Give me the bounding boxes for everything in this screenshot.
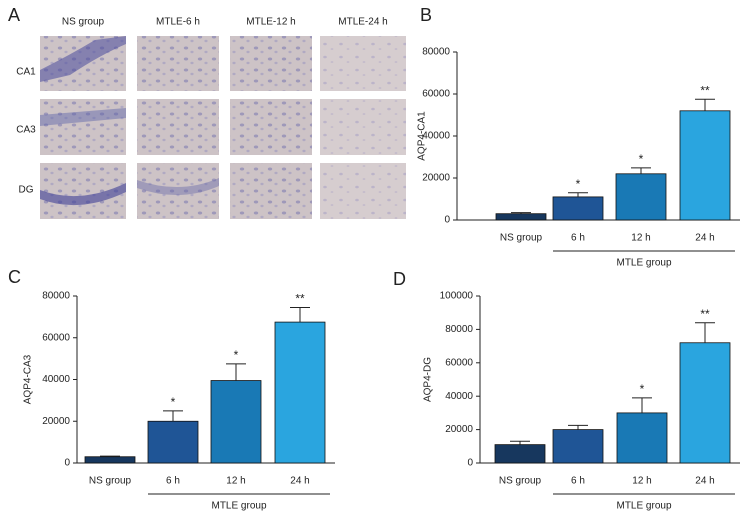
micrograph bbox=[137, 36, 219, 91]
panel-letter: A bbox=[8, 5, 20, 25]
column-header: NS group bbox=[62, 17, 105, 28]
x-tick-label: 24 h bbox=[290, 476, 309, 487]
panel-letter: C bbox=[8, 267, 21, 287]
bar bbox=[494, 444, 546, 464]
significance-marker: ** bbox=[295, 292, 305, 306]
x-tick-label: 24 h bbox=[695, 476, 714, 487]
significance-marker: ** bbox=[700, 307, 710, 321]
y-tick-label: 20000 bbox=[42, 416, 70, 427]
significance-marker: * bbox=[640, 382, 645, 396]
column-header: MTLE-12 h bbox=[246, 17, 295, 28]
x-tick-label: 24 h bbox=[695, 233, 714, 244]
bar bbox=[274, 321, 326, 464]
micrograph-grid bbox=[40, 36, 406, 219]
y-tick-label: 80000 bbox=[422, 47, 450, 58]
y-tick-label: 0 bbox=[64, 458, 70, 469]
y-tick-label: 0 bbox=[467, 458, 473, 469]
y-axis-label: AQP4-CA1 bbox=[417, 111, 428, 161]
x-tick-label: 12 h bbox=[631, 233, 650, 244]
y-axis-label: AQP4-DG bbox=[423, 357, 434, 402]
column-header: MTLE-24 h bbox=[338, 17, 387, 28]
bar bbox=[84, 456, 136, 464]
y-tick-label: 40000 bbox=[422, 131, 450, 142]
significance-marker: * bbox=[639, 152, 644, 166]
micrograph-layer bbox=[40, 36, 126, 82]
x-tick-label: 6 h bbox=[571, 233, 585, 244]
significance-marker: * bbox=[234, 348, 239, 362]
column-header: MTLE-6 h bbox=[156, 17, 200, 28]
micrograph bbox=[230, 99, 312, 155]
x-tick-label: 12 h bbox=[226, 476, 245, 487]
x-tick-label: 6 h bbox=[571, 476, 585, 487]
significance-marker: * bbox=[171, 395, 176, 409]
y-tick-label: 20000 bbox=[445, 424, 473, 435]
micrograph-layer bbox=[40, 183, 126, 206]
bar bbox=[552, 429, 604, 464]
y-tick-label: 20000 bbox=[422, 173, 450, 184]
significance-marker: * bbox=[576, 177, 581, 191]
micrograph bbox=[230, 163, 312, 219]
y-tick-label: 40000 bbox=[42, 374, 70, 385]
y-tick-label: 60000 bbox=[42, 332, 70, 343]
micrograph bbox=[137, 163, 219, 219]
micrograph bbox=[320, 36, 406, 91]
y-tick-label: 80000 bbox=[42, 291, 70, 302]
group-label: MTLE group bbox=[616, 501, 671, 512]
micrograph bbox=[40, 99, 126, 155]
micrograph bbox=[137, 99, 219, 155]
bar bbox=[679, 110, 731, 221]
y-tick-label: 60000 bbox=[422, 89, 450, 100]
row-label: DG bbox=[19, 185, 34, 196]
bar bbox=[679, 342, 731, 464]
y-tick-label: 100000 bbox=[440, 291, 474, 302]
micrograph-layer bbox=[137, 178, 219, 196]
bar bbox=[615, 173, 667, 221]
bar bbox=[616, 412, 668, 464]
bar bbox=[552, 196, 604, 221]
micrograph bbox=[320, 163, 406, 219]
y-tick-label: 40000 bbox=[445, 391, 473, 402]
y-tick-label: 60000 bbox=[445, 357, 473, 368]
x-tick-label: NS group bbox=[500, 233, 543, 244]
row-label: CA1 bbox=[16, 67, 36, 78]
significance-marker: ** bbox=[700, 83, 710, 97]
y-tick-label: 0 bbox=[444, 215, 450, 226]
row-label: CA3 bbox=[16, 125, 36, 136]
x-tick-label: NS group bbox=[89, 476, 132, 487]
bar bbox=[147, 420, 199, 464]
panel-letter: B bbox=[420, 5, 432, 25]
y-axis-label: AQP4-CA3 bbox=[23, 354, 34, 404]
y-tick-label: 80000 bbox=[445, 324, 473, 335]
micrograph bbox=[230, 36, 312, 91]
micrograph-layer bbox=[40, 108, 126, 126]
group-label: MTLE group bbox=[616, 258, 671, 269]
group-label: MTLE group bbox=[211, 501, 266, 512]
bar bbox=[210, 380, 262, 464]
panel-letter: D bbox=[393, 269, 406, 289]
x-tick-label: NS group bbox=[499, 476, 542, 487]
x-tick-label: 12 h bbox=[632, 476, 651, 487]
x-tick-label: 6 h bbox=[166, 476, 180, 487]
bar bbox=[495, 213, 547, 221]
micrograph bbox=[320, 99, 406, 155]
